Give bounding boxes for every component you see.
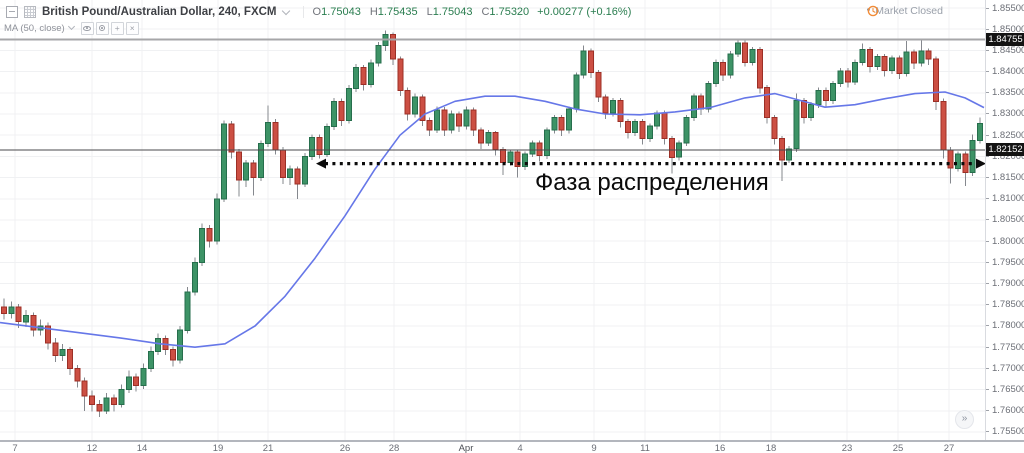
scroll-right-button[interactable]: » <box>955 410 974 429</box>
price-tick-label: 1.77500 <box>986 342 1024 353</box>
price-tick-label: 1.77000 <box>986 363 1024 374</box>
indicator-chevron-icon[interactable] <box>67 22 75 31</box>
price-tick-label: 1.82000 <box>986 151 1024 162</box>
price-tick-label: 1.76000 <box>986 405 1024 416</box>
collapse-legend-icon[interactable] <box>6 6 18 18</box>
chevron-down-icon[interactable] <box>281 6 290 15</box>
time-tick-label: 26 <box>339 443 351 453</box>
change-value: +0.00277 (+0.16%) <box>537 6 632 18</box>
market-status: • Market Closed <box>867 5 943 17</box>
high-value: 1.75435 <box>377 6 418 18</box>
low-label: L <box>426 6 433 18</box>
price-tick-label: 1.85000 <box>986 24 1024 35</box>
price-line-label: 1.84755 <box>986 33 1024 46</box>
market-status-text: Market Closed <box>875 5 943 17</box>
eye-icon <box>83 25 92 31</box>
time-tick-label: 7 <box>12 443 18 453</box>
price-tick-label: 1.83000 <box>986 108 1024 119</box>
price-tick-label: 1.80000 <box>986 236 1024 247</box>
price-axis[interactable]: 1.85500 1.85000 1.84500 1.84000 1.83500 1.830… <box>985 0 1024 440</box>
gear-icon <box>99 25 106 31</box>
indicator-settings-button[interactable] <box>95 21 109 35</box>
time-axis[interactable]: 7 12 14 19 21 26 28 Apr 4 9 11 16 18 23 25 27 <box>0 440 1024 453</box>
price-tick-label: 1.78500 <box>986 299 1024 310</box>
price-tick-label: 1.81000 <box>986 193 1024 204</box>
price-tick-label: 1.78000 <box>986 320 1024 331</box>
distribution-arrow <box>316 158 985 169</box>
time-tick-label: 27 <box>943 443 955 453</box>
time-tick-label: 21 <box>262 443 274 453</box>
close-label: C <box>481 6 490 18</box>
time-tick-label: 12 <box>86 443 98 453</box>
price-tick-label: 1.75500 <box>986 426 1024 437</box>
time-tick-label: Apr <box>458 443 474 453</box>
time-tick-label: 18 <box>765 443 777 453</box>
chart-legend: British Pound/Australian Dollar, 240, FX… <box>4 5 632 35</box>
indicator-visibility-button[interactable] <box>80 21 94 35</box>
indicator-add-button[interactable]: + <box>110 21 124 35</box>
open-value: 1.75043 <box>321 6 361 18</box>
time-tick-label: 19 <box>212 443 224 453</box>
price-tick-label: 1.79000 <box>986 278 1024 289</box>
close-icon: × <box>129 22 135 33</box>
annotation-text[interactable]: Фаза распределения <box>535 169 769 196</box>
indicator-label[interactable]: MA (50, close) <box>4 22 65 34</box>
price-tick-label: 1.82500 <box>986 130 1024 141</box>
price-line-label: 1.82152 <box>986 143 1024 156</box>
plus-icon: + <box>114 22 120 33</box>
time-tick-label: 4 <box>517 443 523 453</box>
time-tick-label: 11 <box>640 443 650 453</box>
price-tick-label: 1.76500 <box>986 384 1024 395</box>
candlestick-chart[interactable] <box>0 0 985 440</box>
time-tick-label: 14 <box>136 443 148 453</box>
low-value: 1.75043 <box>432 6 473 18</box>
chart-pane[interactable]: British Pound/Australian Dollar, 240, FX… <box>0 0 985 440</box>
price-tick-label: 1.80500 <box>986 214 1024 225</box>
time-tick-label: 9 <box>591 443 597 453</box>
price-tick-label: 1.84500 <box>986 45 1024 56</box>
price-tick-label: 1.79500 <box>986 257 1024 268</box>
chart-style-icon[interactable] <box>24 6 36 18</box>
time-tick-label: 28 <box>388 443 400 453</box>
indicator-delete-button[interactable]: × <box>125 21 139 35</box>
time-tick-label: 25 <box>892 443 904 453</box>
price-tick-label: 1.85500 <box>986 3 1024 14</box>
ohlc-values: O1.75043 H1.75435 L1.75043 C1.75320 <box>302 6 530 18</box>
open-label: O <box>312 6 322 18</box>
indicator-buttons: + × <box>80 21 139 35</box>
time-tick-label: 16 <box>714 443 726 453</box>
price-tick-label: 1.83500 <box>986 87 1024 98</box>
symbol-title[interactable]: British Pound/Australian Dollar, 240, FX… <box>42 6 277 18</box>
price-tick-label: 1.84000 <box>986 66 1024 77</box>
time-tick-label: 23 <box>841 443 853 453</box>
clock-icon <box>867 5 879 17</box>
price-tick-label: 1.81500 <box>986 172 1024 183</box>
close-value: 1.75320 <box>489 6 530 18</box>
high-label: H <box>369 6 378 18</box>
